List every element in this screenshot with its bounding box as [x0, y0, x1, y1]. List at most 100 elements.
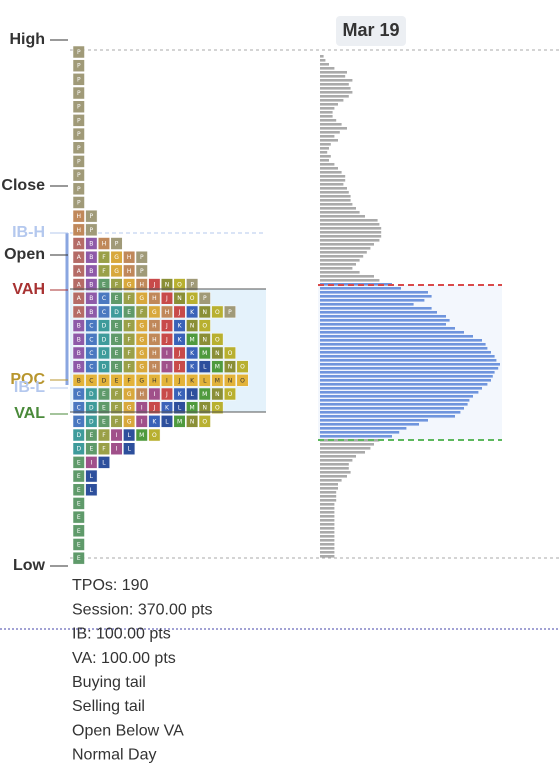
- tpo-box: [72, 196, 85, 209]
- tpo-box: [72, 182, 85, 196]
- tpo-letter: F: [127, 350, 131, 357]
- tpo-box: [85, 374, 98, 387]
- tpo-box: [72, 86, 85, 100]
- tpo-box: [123, 333, 136, 346]
- tpo-box: [160, 360, 173, 373]
- tpo-letter: P: [115, 241, 119, 248]
- tpo-letter: L: [190, 391, 194, 398]
- tpo-box: [135, 291, 148, 305]
- tpo-box: [148, 387, 161, 401]
- tpo-box: [72, 538, 85, 551]
- tpo-box: [97, 319, 110, 332]
- profile-bar: [320, 243, 374, 246]
- profile-bar: [320, 343, 486, 346]
- tpo-box: [72, 497, 85, 510]
- tpo-letter: M: [215, 364, 220, 371]
- tpo-box: [198, 415, 211, 428]
- profile-bar: [320, 463, 349, 466]
- tpo-box: [110, 250, 123, 264]
- profile-bar: [320, 375, 493, 378]
- tpo-box: [110, 346, 123, 360]
- date-badge: [336, 16, 406, 46]
- tpo-box: [110, 333, 123, 346]
- profile-bar: [320, 411, 461, 414]
- tpo-letter: B: [89, 241, 93, 248]
- profile-bar: [320, 387, 482, 390]
- profile-bar: [320, 423, 419, 426]
- profile-bar: [320, 283, 392, 286]
- tpo-letter: P: [77, 49, 81, 56]
- profile-bar: [320, 483, 338, 486]
- tpo-box: [186, 387, 199, 401]
- tpo-letter: H: [127, 254, 132, 261]
- profile-bar: [320, 431, 400, 434]
- tpo-letter: C: [89, 350, 93, 357]
- tpo-box: [223, 374, 236, 387]
- tpo-letter: K: [190, 309, 195, 316]
- tpo-letter: L: [178, 405, 182, 412]
- profile-bar: [320, 435, 392, 438]
- tpo-letter: C: [102, 295, 106, 302]
- profile-bar: [320, 535, 335, 538]
- tpo-box: [110, 401, 123, 414]
- tpo-letter: O: [202, 418, 207, 425]
- tpo-box: [173, 346, 186, 360]
- profile-bar: [320, 539, 335, 542]
- tpo-box: [123, 346, 136, 360]
- tpo-letter: E: [115, 350, 119, 357]
- tpo-letter: F: [127, 336, 131, 343]
- tpo-letter: G: [127, 282, 132, 289]
- profile-bar: [320, 103, 338, 106]
- tpo-box: [173, 319, 186, 332]
- tpo-letter: E: [115, 323, 119, 330]
- tpo-box: [72, 524, 85, 538]
- tpo-letter: D: [114, 309, 119, 316]
- profile-bar: [320, 347, 488, 350]
- tpo-box: [97, 456, 110, 469]
- profile-bar: [320, 223, 380, 226]
- tpo-box: [186, 305, 199, 319]
- tpo-box: [97, 415, 110, 428]
- tpo-letter: I: [90, 459, 92, 466]
- tpo-box: [97, 250, 110, 264]
- tpo-box: [110, 360, 123, 373]
- profile-bar: [320, 303, 414, 306]
- tpo-box: [160, 333, 173, 346]
- tpo-letter: P: [228, 309, 232, 316]
- level-label: VAL: [14, 405, 45, 422]
- tpo-box: [186, 415, 199, 428]
- profile-bar: [320, 67, 335, 70]
- profile-bar: [320, 63, 329, 66]
- tpo-box: [173, 278, 186, 291]
- tpo-box: [85, 319, 98, 332]
- profile-bar: [320, 143, 331, 146]
- tpo-letter: B: [77, 364, 81, 371]
- tpo-letter: D: [102, 336, 107, 343]
- tpo-letter: L: [127, 446, 131, 453]
- tpo-letter: D: [102, 364, 107, 371]
- tpo-box: [148, 278, 161, 291]
- profile-bar: [320, 215, 365, 218]
- profile-bar: [320, 167, 338, 170]
- tpo-box: [198, 401, 211, 414]
- profile-bar: [320, 403, 468, 406]
- tpo-letter: H: [139, 282, 144, 289]
- tpo-letter: O: [228, 350, 233, 357]
- tpo-box: [85, 387, 98, 401]
- tpo-box: [148, 401, 161, 414]
- tpo-box: [110, 278, 123, 291]
- profile-bar: [320, 279, 380, 282]
- tpo-letter: P: [190, 282, 194, 289]
- profile-bar: [320, 479, 342, 482]
- profile-bar: [320, 55, 324, 58]
- tpo-box: [72, 510, 85, 524]
- profile-bar: [320, 71, 347, 74]
- tpo-letter: P: [77, 199, 81, 206]
- tpo-box: [85, 483, 98, 497]
- tpo-box: [211, 360, 224, 373]
- tpo-letter: J: [165, 295, 168, 302]
- tpo-letter: B: [77, 323, 81, 330]
- tpo-box: [97, 291, 110, 305]
- tpo-letter: O: [240, 377, 245, 384]
- tpo-letter: F: [140, 309, 144, 316]
